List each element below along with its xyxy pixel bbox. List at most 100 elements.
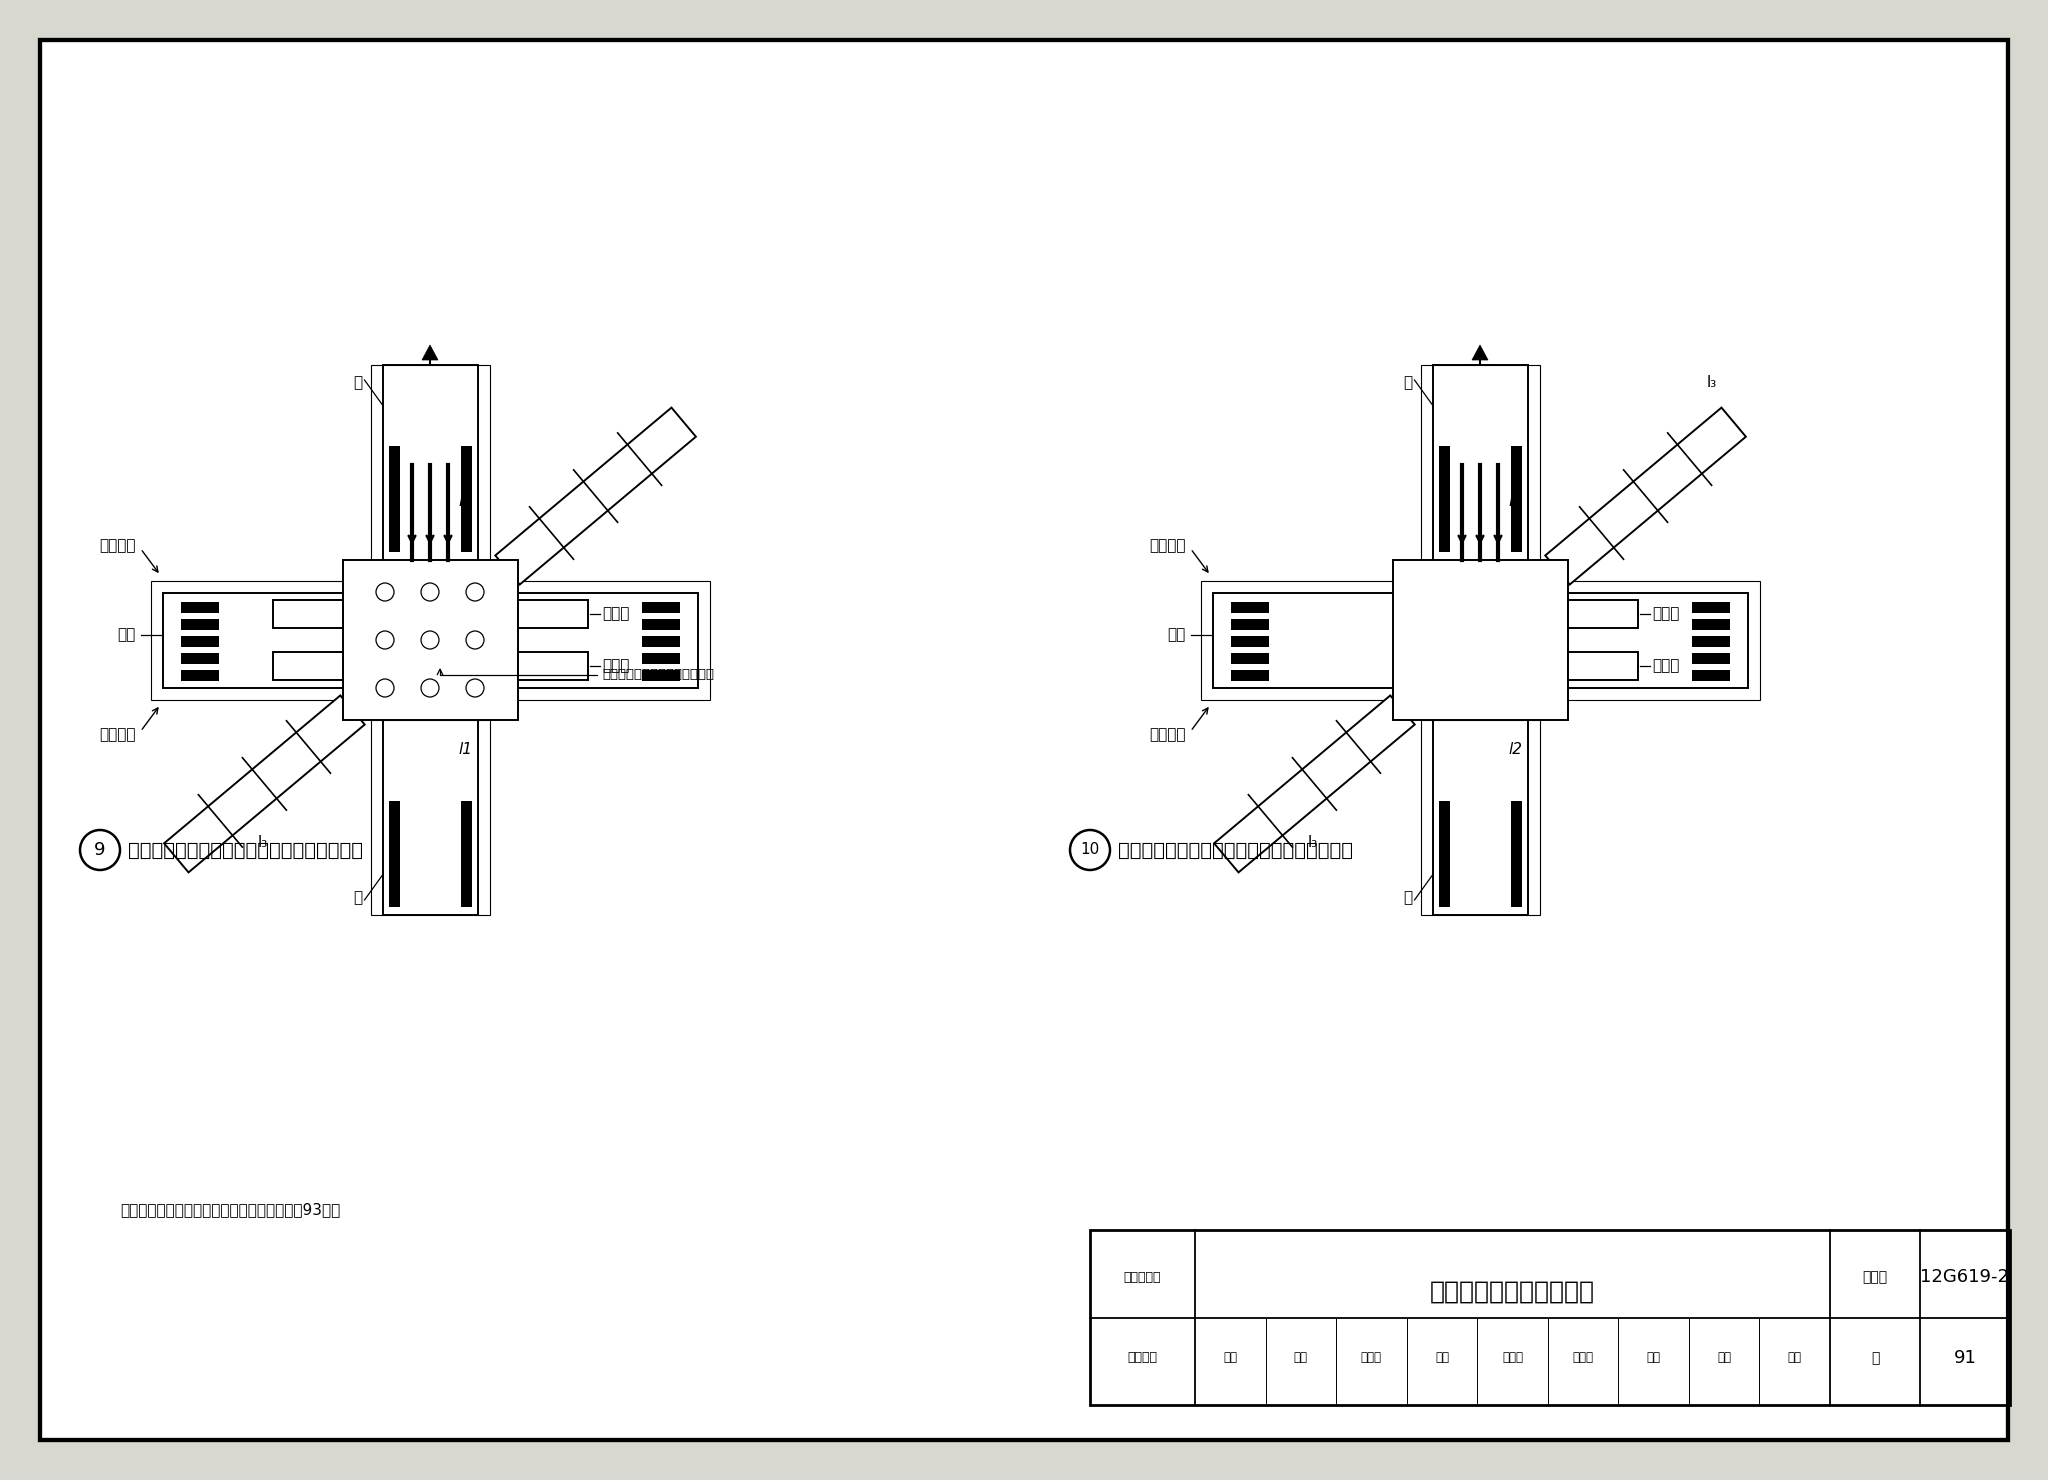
Text: l2: l2	[1507, 494, 1522, 509]
Bar	[1200, 580, 1432, 700]
Bar	[1511, 835, 1522, 873]
Bar	[461, 835, 471, 873]
Bar	[461, 852, 471, 889]
Bar	[641, 635, 680, 647]
Text: 对拉锂栓直径、数量由计算确定: 对拉锂栓直径、数量由计算确定	[602, 669, 715, 681]
Text: 9: 9	[94, 841, 106, 858]
Text: 柱: 柱	[1403, 889, 1413, 904]
Text: 注：本页图集中未特别说明的剔面见本图集第93页。: 注：本页图集中未特别说明的剔面见本图集第93页。	[121, 1202, 340, 1218]
Bar	[389, 463, 399, 502]
Bar	[371, 719, 489, 915]
Bar	[1231, 635, 1268, 647]
Text: 外包鈢板: 外包鈢板	[98, 727, 135, 741]
Bar	[1438, 480, 1450, 518]
Bar	[1511, 497, 1522, 534]
Bar	[1438, 869, 1450, 907]
Text: 节点板: 节点板	[602, 607, 631, 622]
Bar	[1438, 514, 1450, 552]
Bar	[383, 366, 477, 915]
Text: 外包鈢板: 外包鈢板	[1149, 727, 1186, 741]
Text: l₃: l₃	[258, 835, 268, 850]
Text: 新增防屈曲: 新增防屈曲	[1124, 1271, 1161, 1283]
Bar	[1567, 653, 1638, 679]
Text: 节点板: 节点板	[1653, 659, 1679, 673]
Bar	[389, 852, 399, 889]
Bar	[461, 497, 471, 534]
Bar	[389, 497, 399, 534]
Bar	[1528, 592, 1747, 688]
Text: 10: 10	[1081, 842, 1100, 857]
Text: 外包鈢板: 外包鈢板	[98, 539, 135, 554]
Polygon shape	[1546, 407, 1745, 585]
Text: 页: 页	[1870, 1351, 1880, 1365]
Bar	[461, 801, 471, 839]
Bar	[1438, 801, 1450, 839]
Bar	[180, 601, 219, 613]
Text: 节点板: 节点板	[602, 659, 631, 673]
Bar	[1511, 514, 1522, 552]
Bar	[461, 514, 471, 552]
Bar	[1692, 619, 1729, 629]
Text: 柱: 柱	[354, 889, 362, 904]
Text: 谭壮: 谭壮	[1716, 1351, 1731, 1365]
Bar	[1438, 835, 1450, 873]
Bar	[150, 580, 383, 700]
Circle shape	[1069, 830, 1110, 870]
Bar	[1438, 463, 1450, 502]
Polygon shape	[164, 696, 365, 872]
Text: 12G619-2: 12G619-2	[1921, 1268, 2009, 1286]
Circle shape	[467, 630, 483, 650]
Bar	[1393, 559, 1567, 719]
Bar	[1692, 635, 1729, 647]
Bar	[1432, 366, 1528, 915]
Text: l₃: l₃	[1706, 374, 1716, 391]
Bar	[1438, 852, 1450, 889]
Circle shape	[467, 583, 483, 601]
Text: 刘玲利: 刘玲利	[1501, 1351, 1524, 1365]
Bar	[1231, 619, 1268, 629]
Circle shape	[422, 630, 438, 650]
Text: 支撑加固: 支撑加固	[1128, 1351, 1157, 1365]
Bar	[1421, 719, 1540, 915]
Bar	[342, 559, 518, 719]
Bar	[641, 619, 680, 629]
Bar	[272, 653, 342, 679]
Bar	[1438, 497, 1450, 534]
Bar	[1090, 1230, 2009, 1405]
Text: 防屈曲支撑连接节点详图: 防屈曲支撑连接节点详图	[1430, 1279, 1595, 1304]
Text: 柱: 柱	[354, 374, 362, 391]
Circle shape	[377, 630, 393, 650]
Bar	[518, 599, 588, 628]
Text: l₃: l₃	[1307, 835, 1317, 850]
Bar	[1511, 801, 1522, 839]
Bar	[461, 818, 471, 855]
Bar	[461, 463, 471, 502]
Bar	[1421, 366, 1540, 559]
Bar	[477, 580, 709, 700]
Bar	[371, 366, 489, 559]
Bar	[461, 480, 471, 518]
Circle shape	[422, 583, 438, 601]
Text: 图集号: 图集号	[1862, 1270, 1888, 1285]
Bar	[1438, 818, 1450, 855]
Bar	[1511, 818, 1522, 855]
Text: 设计: 设计	[1647, 1351, 1661, 1365]
Bar	[461, 445, 471, 484]
Polygon shape	[1214, 696, 1415, 872]
Circle shape	[422, 679, 438, 697]
Text: 节点板: 节点板	[1653, 607, 1679, 622]
Bar	[1231, 653, 1268, 663]
Circle shape	[377, 583, 393, 601]
Bar	[389, 869, 399, 907]
Bar	[1438, 445, 1450, 484]
Polygon shape	[496, 407, 696, 585]
Text: 板厚: 板厚	[117, 628, 135, 642]
Text: 校对: 校对	[1436, 1351, 1448, 1365]
Text: 审核: 审核	[1223, 1351, 1237, 1365]
Bar	[272, 599, 342, 628]
Bar	[180, 669, 219, 681]
Bar	[1528, 580, 1759, 700]
Bar	[1567, 599, 1638, 628]
Bar	[389, 818, 399, 855]
Text: 胡山何: 胡山何	[1360, 1351, 1382, 1365]
